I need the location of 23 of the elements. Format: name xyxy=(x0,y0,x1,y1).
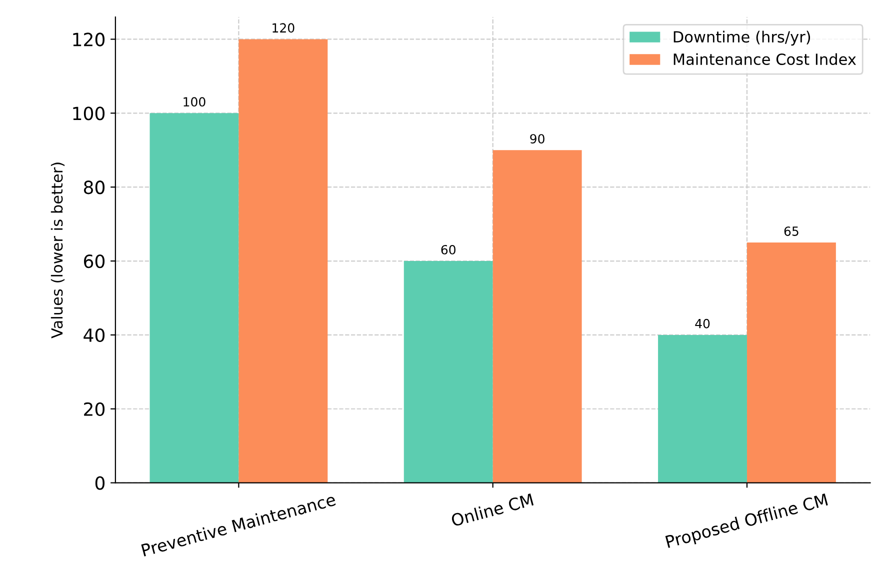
legend-label: Downtime (hrs/yr) xyxy=(674,30,810,46)
bar xyxy=(492,150,582,483)
bar xyxy=(658,334,747,483)
bar xyxy=(746,242,836,483)
data-label: 65 xyxy=(784,226,798,236)
data-label: 90 xyxy=(530,134,544,144)
y-tick-label: 60 xyxy=(84,254,105,268)
x-tick-label: Online CM xyxy=(450,492,534,527)
y-tick-label: 100 xyxy=(73,106,105,120)
bar xyxy=(150,113,239,483)
y-tick-label: 20 xyxy=(84,402,105,416)
y-axis-title: Values (lower is better) xyxy=(50,162,65,338)
data-label: 40 xyxy=(695,318,710,328)
bar xyxy=(404,261,493,483)
legend-label: Maintenance Cost Index xyxy=(674,53,856,66)
data-label: 100 xyxy=(184,97,206,107)
data-label: 120 xyxy=(272,23,294,33)
y-tick-label: 120 xyxy=(73,32,105,46)
data-label: 60 xyxy=(441,244,456,254)
bar xyxy=(238,39,328,483)
y-tick-label: 80 xyxy=(84,180,105,194)
y-tick-label: 40 xyxy=(84,328,105,342)
y-tick-label: 0 xyxy=(95,476,105,490)
